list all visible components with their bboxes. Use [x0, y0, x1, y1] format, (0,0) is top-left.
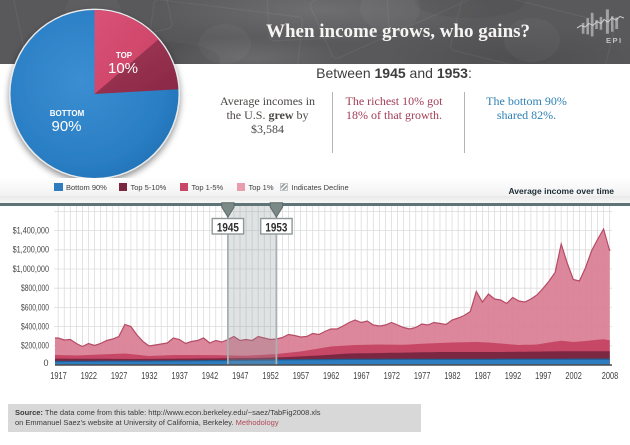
svg-text:$1,000,000: $1,000,000 — [13, 264, 49, 274]
svg-text:1962: 1962 — [323, 370, 340, 382]
svg-text:BOTTOM: BOTTOM — [50, 109, 85, 118]
svg-text:10%: 10% — [108, 60, 138, 77]
svg-text:2008: 2008 — [602, 370, 619, 382]
svg-text:1952: 1952 — [262, 370, 279, 382]
svg-text:1957: 1957 — [293, 370, 310, 382]
svg-text:1945: 1945 — [217, 220, 239, 234]
svg-text:1997: 1997 — [535, 370, 552, 382]
svg-text:1927: 1927 — [111, 370, 128, 382]
svg-text:1937: 1937 — [172, 370, 189, 382]
svg-text:2002: 2002 — [565, 370, 582, 382]
svg-text:$600,000: $600,000 — [21, 302, 49, 312]
svg-text:1972: 1972 — [384, 370, 401, 382]
svg-text:0: 0 — [44, 358, 49, 368]
svg-text:TOP: TOP — [116, 51, 133, 60]
svg-text:1932: 1932 — [141, 370, 158, 382]
svg-text:1967: 1967 — [353, 370, 370, 382]
svg-text:1953: 1953 — [265, 220, 287, 234]
svg-text:1992: 1992 — [505, 370, 522, 382]
svg-text:$1,200,000: $1,200,000 — [13, 245, 49, 255]
svg-text:1982: 1982 — [444, 370, 461, 382]
svg-text:$1,400,000: $1,400,000 — [13, 225, 49, 235]
svg-text:1922: 1922 — [81, 370, 98, 382]
svg-text:1977: 1977 — [414, 370, 431, 382]
svg-text:1947: 1947 — [232, 370, 249, 382]
svg-text:$200,000: $200,000 — [21, 341, 49, 351]
svg-text:$800,000: $800,000 — [21, 283, 49, 293]
svg-text:$400,000: $400,000 — [21, 321, 49, 331]
svg-text:1917: 1917 — [50, 370, 67, 382]
svg-text:90%: 90% — [51, 118, 81, 135]
svg-text:1987: 1987 — [475, 370, 492, 382]
svg-text:EPI: EPI — [606, 36, 623, 45]
svg-text:1942: 1942 — [202, 370, 219, 382]
